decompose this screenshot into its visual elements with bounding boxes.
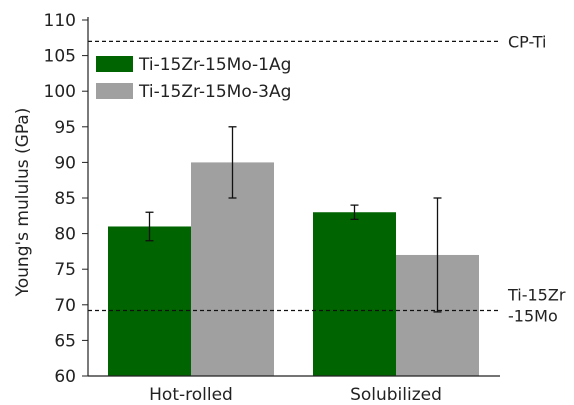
legend-swatch (96, 56, 133, 72)
reference-line-label: -15Mo (508, 306, 558, 325)
y-tick-label: 100 (44, 82, 76, 102)
y-tick-label: 70 (54, 296, 76, 316)
reference-line-group: CP-Ti Ti-15Zr -15Mo (88, 32, 566, 325)
legend: Ti-15Zr-15Mo-1Ag Ti-15Zr-15Mo-3Ag (96, 55, 291, 102)
category-labels: Hot-rolled Solubilized (149, 385, 442, 405)
category-label: Hot-rolled (149, 385, 233, 405)
error-bar-group (145, 126, 442, 313)
reference-line-label: CP-Ti (508, 32, 547, 51)
y-tick-label: 110 (44, 11, 76, 31)
category-label: Solubilized (350, 385, 442, 405)
y-tick-label: 80 (54, 225, 76, 245)
y-tick-label: 90 (54, 153, 76, 173)
y-axis-label: Young's mululus (GPa) (13, 108, 33, 298)
reference-line-label: Ti-15Zr (507, 285, 566, 304)
y-tick-label: 65 (54, 331, 76, 351)
y-tick-label: 85 (54, 189, 76, 209)
axes-group (87, 17, 500, 377)
y-tick-label: 60 (54, 367, 76, 387)
legend-label: Ti-15Zr-15Mo-3Ag (138, 82, 291, 102)
legend-label: Ti-15Zr-15Mo-1Ag (138, 55, 291, 75)
y-tick-label: 75 (54, 260, 76, 280)
y-tick-label: 95 (54, 118, 76, 138)
bar-1-1 (108, 226, 191, 376)
y-tick-label: 105 (44, 47, 76, 67)
bar-1-2 (313, 212, 396, 376)
legend-swatch (96, 83, 133, 99)
bar-group (108, 162, 479, 376)
y-tick-group: 60 65 70 75 80 85 90 95 100 105 110 (44, 11, 88, 387)
